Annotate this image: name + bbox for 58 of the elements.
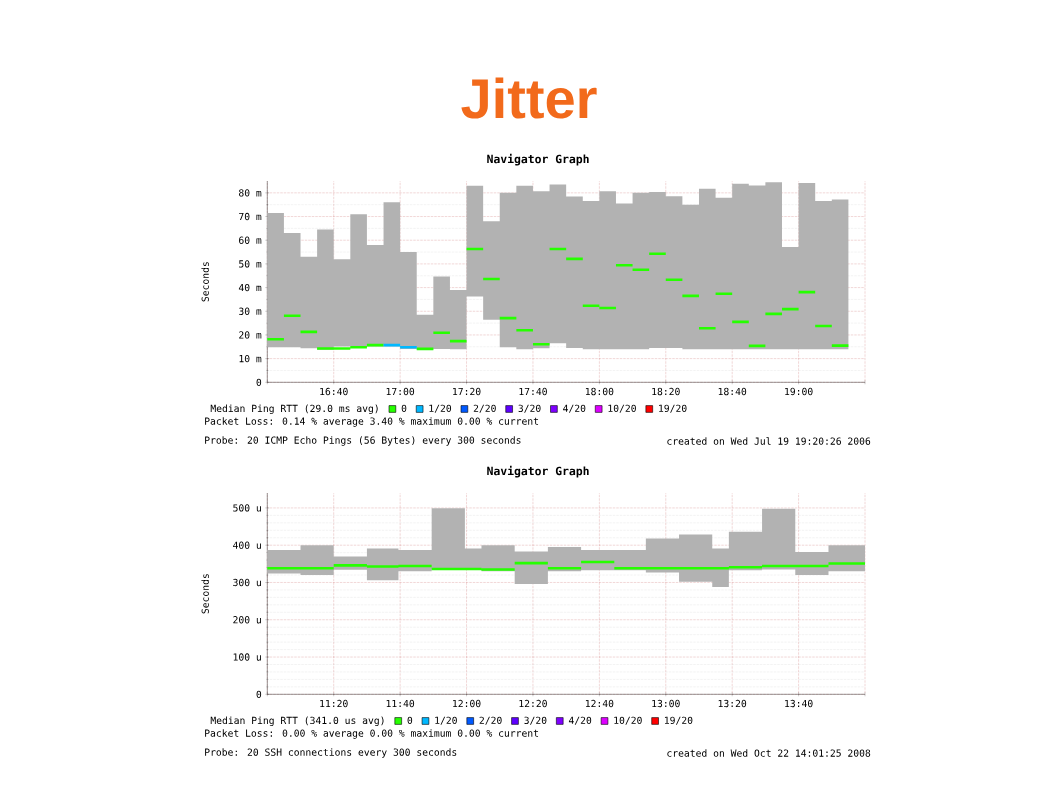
x-tick-label: 12:40: [585, 699, 614, 708]
text: Packet Loss: 0.14 % average 3.40 % maximum 0.00 % current: [205, 417, 539, 427]
x-tick-label: 18:20: [652, 387, 680, 396]
y-tick-label: 30 m: [239, 307, 262, 315]
legend-title: Median Ping RTT (29.0 ms avg): [210, 404, 378, 414]
y-tick-label: 200 u: [233, 616, 261, 624]
text: Packet Loss: 0.00 % average 0.00 % maximum 0.00 % current: [205, 729, 539, 739]
legend-label: 0: [407, 716, 413, 724]
x-tick-label: 16:40: [320, 387, 348, 396]
legend-label: 19/20: [664, 716, 693, 725]
legend-title: Median Ping RTT (341.0 us avg): [210, 716, 384, 727]
y-tick-label: 70 m: [239, 212, 262, 221]
y-tick-label: 10 m: [239, 354, 262, 363]
legend-label: 1/20: [435, 716, 457, 725]
text: Jitter: [461, 77, 597, 119]
x-tick-label: 11:40: [386, 699, 415, 708]
x-tick-label: 18:40: [718, 387, 747, 396]
x-tick-label: 11:20: [320, 699, 348, 708]
legend-label: 4/20: [568, 716, 592, 725]
y-tick-label: 300 u: [233, 578, 261, 587]
y-tick-label: 80 m: [239, 189, 262, 197]
text: created on Wed Oct 22 14:01:25 2008: [667, 749, 871, 757]
legend-label: 4/20: [563, 404, 586, 413]
x-tick-label: 17:00: [386, 387, 415, 396]
legend-label: 2/20: [479, 716, 502, 725]
y-tick-label: 100 u: [233, 653, 261, 661]
legend-label: 10/20: [608, 404, 636, 413]
y-tick-label: 0: [256, 690, 262, 698]
legend-label: 3/20: [524, 716, 547, 725]
x-tick-label: 13:40: [785, 699, 813, 708]
x-tick-label: 19:00: [785, 387, 813, 396]
y-tick-label: 50 m: [239, 260, 262, 268]
y-tick-label: 0: [256, 378, 262, 386]
text: created on Wed Jul 19 19:20:26 2006: [667, 437, 871, 445]
text: Probe: 20 ICMP Echo Pings (56 Bytes) every 300 seconds: [205, 436, 521, 446]
y-tick-label: 60 m: [239, 236, 262, 244]
y-axis-title: Seconds: [201, 262, 209, 302]
x-tick-label: 12:00: [453, 699, 481, 708]
chart-title: Navigator Graph: [487, 153, 589, 166]
chart-title: Navigator Graph: [487, 465, 589, 478]
legend-label: 3/20: [518, 404, 541, 413]
x-tick-label: 12:20: [519, 699, 547, 708]
x-tick-label: 18:00: [585, 387, 614, 396]
legend-label: 2/20: [473, 404, 496, 413]
y-tick-label: 400 u: [233, 541, 261, 549]
legend-label: 10/20: [614, 716, 642, 725]
x-tick-label: 13:20: [718, 699, 747, 708]
y-tick-label: 20 m: [239, 331, 262, 339]
legend-label: 19/20: [659, 404, 687, 413]
legend-label: 1/20: [429, 404, 452, 413]
y-axis-title: Seconds: [201, 574, 209, 614]
x-tick-label: 13:00: [652, 699, 680, 708]
x-tick-label: 17:40: [519, 387, 547, 396]
legend-label: 0: [401, 404, 407, 412]
x-tick-label: 17:20: [453, 387, 481, 396]
y-tick-label: 40 m: [238, 283, 262, 292]
y-tick-label: 500 u: [233, 504, 261, 512]
text: Probe: 20 SSH connections every 300 seconds: [205, 748, 457, 758]
